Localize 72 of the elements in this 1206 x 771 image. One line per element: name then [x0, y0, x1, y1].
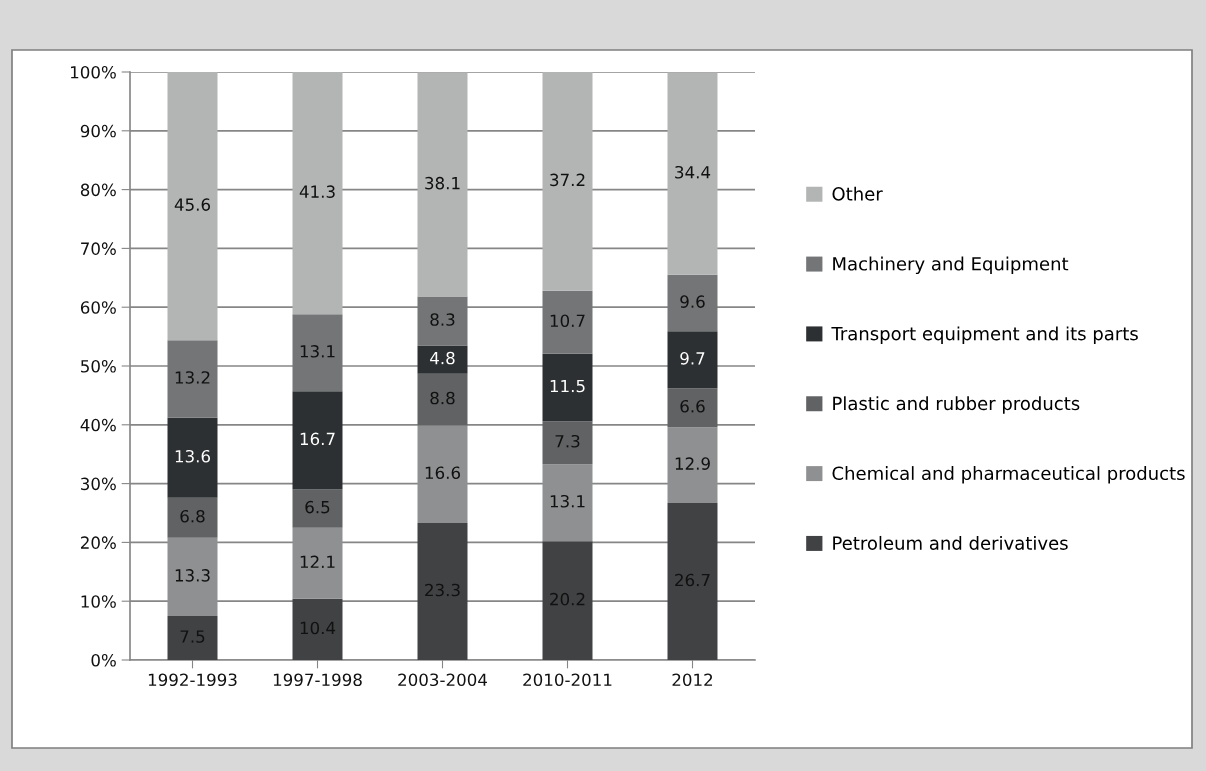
- legend-label: Plastic and rubber products: [833, 396, 1080, 414]
- bar: [417, 373, 468, 426]
- legend-label: Chemical and pharmaceutical products: [832, 466, 1185, 484]
- x-tick-label: 2003-2004: [398, 673, 487, 687]
- legend-label: Petroleum and derivatives: [833, 535, 1068, 550]
- data-label: 11.5: [550, 379, 585, 393]
- bar: [542, 72, 593, 291]
- data-label: 7.3: [555, 434, 580, 448]
- bar: [542, 353, 593, 422]
- y-tick-label: 20%: [80, 536, 116, 549]
- y-tick-label: 90%: [80, 124, 116, 138]
- y-tick-label: 0%: [91, 653, 116, 667]
- bar: [292, 314, 343, 392]
- data-label: 10.7: [550, 314, 585, 328]
- data-label: 13.2: [175, 371, 210, 384]
- bar: [542, 541, 593, 660]
- bar: [667, 388, 718, 428]
- bar: [417, 523, 468, 660]
- y-tick-label: 30%: [81, 477, 116, 491]
- data-label: 6.5: [305, 500, 330, 514]
- bar: [292, 72, 343, 315]
- bar: [167, 340, 218, 418]
- bar: [667, 274, 718, 332]
- data-label: 12.9: [675, 457, 710, 470]
- bar: [292, 391, 343, 490]
- data-label: 37.2: [550, 173, 585, 187]
- data-label: 6.6: [680, 399, 705, 413]
- y-tick-label: 80%: [80, 183, 116, 197]
- bar: [292, 598, 343, 660]
- y-tick-label: 50%: [81, 359, 116, 373]
- bar: [667, 503, 718, 660]
- bar: [667, 331, 718, 389]
- data-label: 8.8: [430, 391, 455, 405]
- y-tick-label: 70%: [81, 242, 116, 255]
- data-label: 4.8: [430, 351, 455, 365]
- x-tick-label: 1997-1998: [273, 673, 362, 687]
- data-label: 13.3: [175, 569, 210, 582]
- y-tick-label: 60%: [80, 301, 116, 314]
- bar: [167, 615, 218, 660]
- data-label: 9.7: [680, 352, 705, 365]
- data-label: 8.3: [430, 313, 455, 326]
- bar: [542, 290, 593, 354]
- x-tick-label: 1992-1993: [148, 673, 237, 687]
- bar: [417, 72, 468, 297]
- bar: [167, 72, 218, 341]
- data-label: 6.8: [180, 509, 205, 523]
- x-tick-label: 2010-2011: [523, 673, 612, 687]
- data-label: 13.1: [300, 345, 335, 358]
- bar: [667, 72, 718, 275]
- bar: [417, 345, 468, 374]
- x-tick-label: 2012: [672, 673, 713, 687]
- bar: [292, 489, 343, 528]
- y-tick-label: 10%: [81, 595, 116, 608]
- bar: [167, 497, 218, 538]
- bar: [417, 296, 468, 346]
- y-tick-label: 40%: [80, 418, 116, 432]
- bar: [167, 417, 218, 498]
- bar: [542, 421, 593, 465]
- data-label: 34.4: [675, 165, 711, 179]
- data-label: 9.6: [680, 295, 705, 308]
- data-label: 13.6: [175, 449, 211, 463]
- legend-label: Other: [832, 186, 883, 201]
- data-label: 16.7: [300, 432, 335, 446]
- y-tick-label: 100%: [70, 65, 116, 79]
- legend-label: Transport equipment and its parts: [831, 326, 1138, 344]
- data-label: 16.6: [425, 466, 461, 480]
- data-label: 41.3: [299, 185, 335, 198]
- legend-label: Machinery and Equipment: [833, 256, 1069, 275]
- data-label: 38.1: [425, 176, 460, 190]
- data-label: 12.1: [300, 555, 335, 568]
- data-label: 13.1: [550, 494, 585, 508]
- data-label: 45.6: [174, 198, 211, 211]
